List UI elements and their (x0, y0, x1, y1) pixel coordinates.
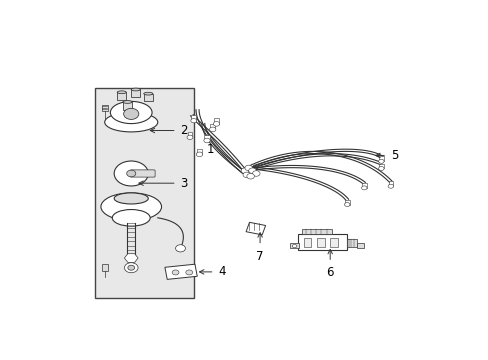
Text: 1: 1 (206, 143, 214, 157)
FancyBboxPatch shape (130, 170, 155, 177)
Bar (210, 123, 215, 129)
Ellipse shape (114, 193, 148, 204)
Circle shape (175, 245, 185, 252)
Bar (196, 149, 202, 154)
Bar (164, 264, 197, 279)
Circle shape (361, 186, 366, 190)
Bar (245, 222, 265, 235)
Circle shape (246, 174, 254, 179)
Circle shape (378, 166, 383, 171)
Circle shape (244, 165, 252, 171)
Circle shape (252, 171, 260, 176)
Bar (102, 264, 107, 270)
Bar (213, 118, 219, 124)
Bar (204, 135, 209, 140)
Bar (122, 102, 132, 110)
Circle shape (241, 168, 248, 174)
Circle shape (127, 265, 134, 270)
Ellipse shape (110, 102, 152, 123)
Circle shape (387, 184, 393, 188)
Circle shape (126, 170, 136, 177)
Circle shape (378, 159, 383, 163)
Circle shape (203, 138, 210, 143)
Bar (297, 234, 346, 250)
Bar (316, 238, 324, 247)
Circle shape (190, 118, 196, 123)
Bar (290, 243, 298, 248)
Text: 6: 6 (326, 266, 333, 279)
Bar (95, 87, 193, 298)
Ellipse shape (112, 210, 150, 226)
Ellipse shape (101, 193, 161, 221)
Circle shape (196, 152, 202, 157)
Text: 5: 5 (390, 149, 397, 162)
Circle shape (124, 263, 138, 273)
Bar (378, 156, 383, 161)
Ellipse shape (143, 92, 153, 95)
Ellipse shape (104, 112, 158, 132)
Circle shape (123, 108, 139, 120)
Ellipse shape (117, 91, 126, 94)
Circle shape (292, 244, 296, 248)
Bar (131, 90, 140, 97)
Text: 7: 7 (256, 250, 264, 263)
Circle shape (186, 135, 193, 139)
Bar (361, 183, 366, 188)
Text: 2: 2 (180, 124, 187, 137)
Bar (191, 115, 196, 121)
Bar (143, 94, 153, 102)
Ellipse shape (122, 100, 132, 103)
Text: 3: 3 (180, 177, 187, 190)
Bar (117, 92, 126, 100)
Text: 4: 4 (218, 265, 225, 278)
Bar (388, 181, 392, 186)
Bar (102, 105, 107, 111)
Circle shape (114, 161, 148, 186)
Bar (303, 238, 311, 247)
Circle shape (344, 203, 349, 207)
Circle shape (172, 270, 179, 275)
Circle shape (243, 172, 250, 177)
Bar (378, 163, 383, 168)
Circle shape (185, 270, 192, 275)
Bar (344, 199, 349, 204)
Bar (329, 238, 337, 247)
Bar (187, 132, 192, 137)
Circle shape (213, 122, 219, 126)
Circle shape (209, 127, 216, 132)
Ellipse shape (131, 88, 140, 91)
Bar (356, 243, 364, 248)
Bar (301, 229, 331, 234)
Circle shape (248, 168, 256, 174)
Bar (346, 239, 356, 247)
